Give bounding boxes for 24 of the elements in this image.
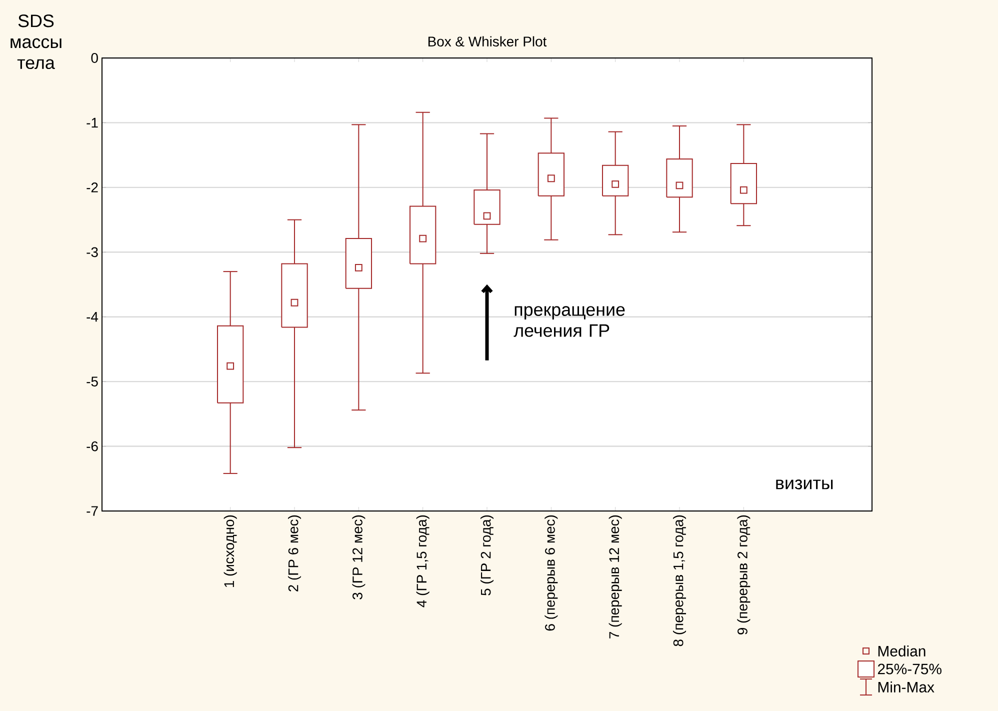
text: 25%-75% bbox=[878, 664, 942, 674]
text: Min-Max bbox=[878, 682, 934, 692]
y-tick-label: -7 bbox=[86, 506, 98, 516]
x-tick-label: 7 (перерыв 12 мес) bbox=[608, 515, 622, 638]
x-tick-label: 6 (перерыв 6 мес) bbox=[544, 515, 558, 631]
chart-title: Box & Whisker Plot bbox=[428, 36, 547, 47]
y-axis-title: SDS массы тела bbox=[10, 14, 62, 70]
x-tick-label: 3 (ГР 12 мес) bbox=[352, 515, 366, 600]
x-tick-label: 1 (исходно) bbox=[224, 515, 237, 588]
y-tick-label: -6 bbox=[86, 441, 98, 452]
x-tick-label: 2 (ГР 6 мес) bbox=[288, 515, 302, 592]
x-axis-title: визиты bbox=[776, 480, 833, 490]
y-tick-label: -3 bbox=[86, 247, 98, 258]
x-tick-label: 9 (перерыв 2 года) bbox=[737, 515, 750, 634]
y-tick-label: -5 bbox=[86, 376, 98, 386]
y-tick-label: -2 bbox=[86, 182, 98, 192]
y-tick-label: 0 bbox=[91, 53, 98, 63]
x-tick-label: 4 (ГР 1,5 года) bbox=[416, 515, 430, 608]
y-tick-label: -1 bbox=[86, 118, 98, 128]
y-tick-label: -4 bbox=[86, 312, 98, 322]
text: Median bbox=[878, 646, 926, 656]
x-tick-label: 8 (перерыв 1,5 года) bbox=[673, 515, 686, 646]
annotation: прекращение лечения ГР bbox=[514, 306, 625, 337]
x-tick-label: 5 (ГР 2 года) bbox=[480, 515, 494, 596]
